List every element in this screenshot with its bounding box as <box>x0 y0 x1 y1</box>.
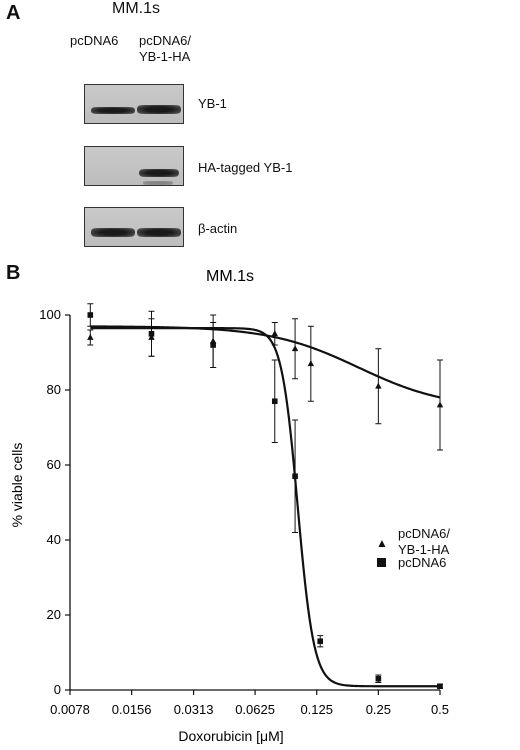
blot-actin <box>84 207 184 247</box>
y-tick-label: 40 <box>47 532 61 547</box>
point-triangle <box>436 401 444 408</box>
y-tick-label: 100 <box>39 307 61 322</box>
legend-entry-yb1-ha: pcDNA6/ YB-1-HA <box>398 526 451 557</box>
x-tick-label: 0.0078 <box>50 702 90 717</box>
y-tick-label: 60 <box>47 457 61 472</box>
point-square <box>375 675 382 682</box>
point-triangle <box>87 333 94 340</box>
band-actin-lane2 <box>137 228 181 237</box>
panel-b-letter: B <box>6 262 21 284</box>
y-tick-label: 80 <box>47 382 61 397</box>
data-points <box>87 303 444 690</box>
band-ha-lane2 <box>139 169 179 177</box>
blot-ha-yb1 <box>84 146 184 186</box>
y-tick-label: 0 <box>54 682 61 697</box>
point-square <box>317 638 324 645</box>
x-tick-label: 0.0156 <box>112 702 152 717</box>
fit-curve-triangle <box>90 325 441 399</box>
panel-a-title: MM.1s <box>112 0 160 17</box>
blot-yb1 <box>84 84 184 124</box>
fit-curve-square <box>90 327 440 688</box>
x-tick-label: 0.0313 <box>174 702 214 717</box>
point-square <box>271 398 278 405</box>
point-triangle <box>291 345 299 352</box>
lane-label-control: pcDNA6 <box>70 33 119 48</box>
point-square <box>210 342 216 348</box>
y-tick-label: 20 <box>47 607 61 622</box>
panel-a-letter: A <box>6 2 21 24</box>
point-square <box>148 330 155 337</box>
band-yb1-lane2 <box>137 105 181 114</box>
band-yb1-lane1 <box>91 107 135 114</box>
blot-label-ha-yb1: HA-tagged YB-1 <box>198 160 293 175</box>
blot-label-yb1: YB-1 <box>198 96 227 111</box>
point-triangle <box>271 330 278 337</box>
x-tick-label: 0.0625 <box>235 702 275 717</box>
point-square <box>87 312 94 318</box>
point-triangle <box>375 382 382 389</box>
lane-label-yb1-ha: pcDNA6/ YB-1-HA <box>139 33 192 64</box>
blot-label-actin: β-actin <box>198 221 238 236</box>
legend-marker-square <box>377 558 386 567</box>
x-axis-label: Doxorubicin [μM] <box>178 728 283 744</box>
point-square <box>292 473 298 480</box>
band-ha-lane2-faint <box>143 181 173 185</box>
point-square <box>437 683 443 690</box>
point-triangle <box>307 360 315 367</box>
chart-title: MM.1s <box>206 268 254 285</box>
axes: 0 20 40 60 80 100 0.0078 0.0156 0.0313 0.0625 0.12… <box>39 307 449 717</box>
x-tick-label: 0.125 <box>300 702 333 717</box>
legend-marker-triangle: ▲ <box>376 536 388 550</box>
x-tick-label: 0.25 <box>366 702 391 717</box>
band-actin-lane1 <box>91 228 135 237</box>
fit-curves <box>90 325 441 688</box>
y-axis-label: % viable cells <box>9 443 25 528</box>
x-tick-label: 0.5 <box>431 702 449 717</box>
legend-entry-pcdna6: pcDNA6 <box>398 555 447 570</box>
